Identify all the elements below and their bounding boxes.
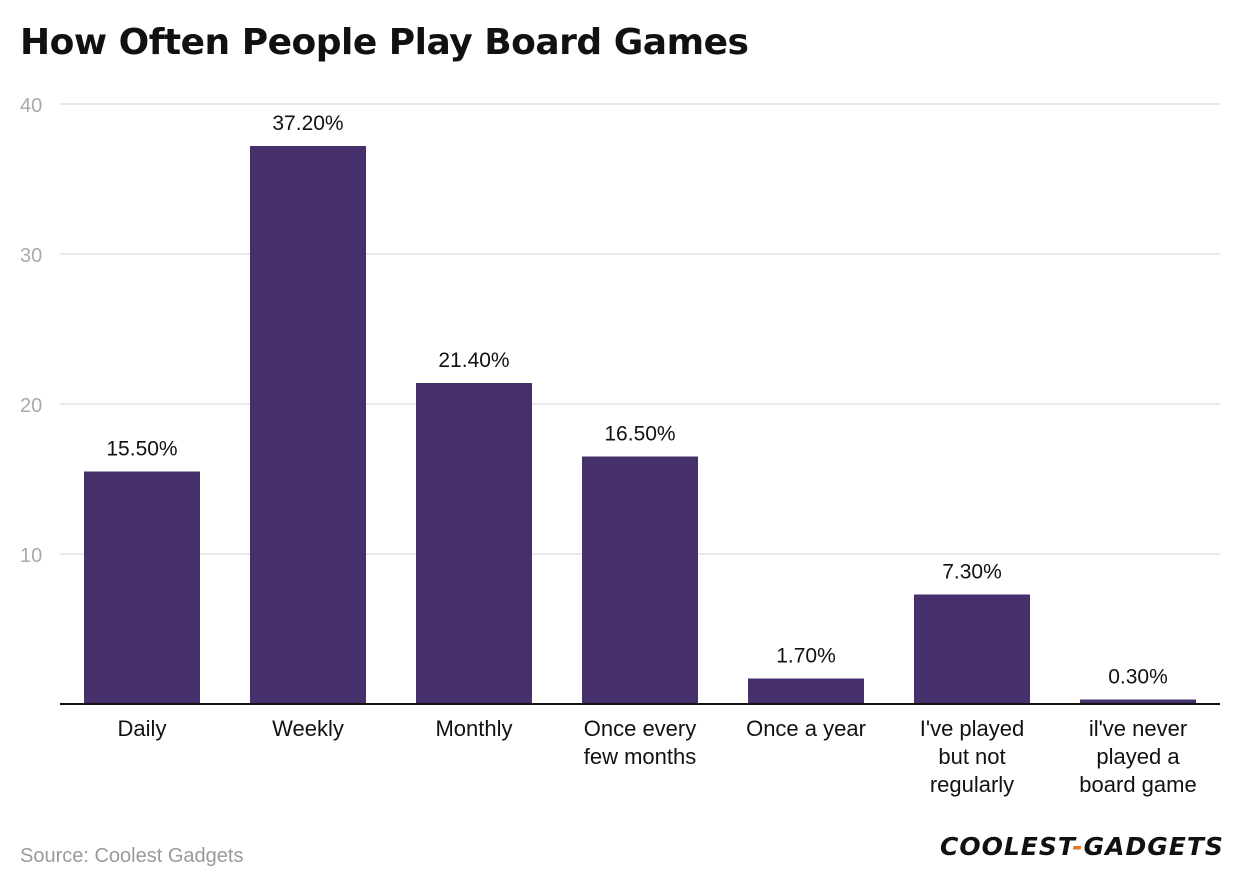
bar (914, 594, 1030, 704)
bars (60, 146, 1220, 705)
x-tick-label-line: few months (584, 744, 697, 769)
x-tick-label: I've played but not regularly (920, 716, 1025, 797)
x-tick-label-line: but not (938, 744, 1005, 769)
x-tick-label-line: Once a year (746, 716, 866, 741)
bar (1080, 699, 1196, 704)
y-tick-label: 40 (20, 95, 42, 117)
x-tick-label-line: il've never (1089, 716, 1187, 741)
bar (84, 471, 200, 704)
x-tick-label: Once every few months (584, 716, 697, 769)
y-tick-label: 20 (20, 395, 42, 417)
x-tick-label-line: Weekly (272, 716, 344, 741)
data-label: 0.30% (1108, 666, 1168, 689)
x-tick-label-line: played a (1096, 744, 1180, 769)
x-tick-label-line: Daily (118, 716, 167, 741)
x-tick-label-line: Once every (584, 716, 697, 741)
source-note: Source: Coolest Gadgets (20, 845, 244, 867)
brand-logo-part2: GADGETS (1083, 832, 1224, 861)
chart-title: How Often People Play Board Games (20, 22, 749, 63)
bar-chart: 10 20 30 40 15.50% Daily 37.20% Weekly 21.40% Mon… (20, 95, 1220, 797)
data-label: 16.50% (604, 423, 675, 446)
bar (416, 383, 532, 704)
data-label: 7.30% (942, 561, 1002, 584)
bar (582, 456, 698, 704)
x-tick-label: Once a year (746, 716, 866, 741)
brand-logo-dash: - (1072, 832, 1084, 861)
bar (250, 146, 366, 704)
x-tick-label-line: board game (1079, 772, 1196, 797)
y-tick-label: 30 (20, 245, 42, 267)
x-tick-label: il've never played a board game (1079, 716, 1196, 797)
data-label: 37.20% (272, 112, 343, 135)
y-tick-label: 10 (20, 545, 42, 567)
x-tick-label: Weekly (272, 716, 344, 741)
labels: 10 20 30 40 15.50% Daily 37.20% Weekly 21.40% Mon… (20, 95, 1197, 797)
x-tick-label-line: Monthly (435, 716, 512, 741)
brand-logo: COOLEST-GADGETS (940, 832, 1224, 861)
bar (748, 678, 864, 704)
data-label: 21.40% (438, 349, 509, 372)
brand-logo-part1: COOLEST (940, 832, 1073, 861)
x-tick-label-line: regularly (930, 772, 1014, 797)
data-label: 15.50% (106, 438, 177, 461)
x-tick-label-line: I've played (920, 716, 1025, 741)
x-tick-label: Monthly (435, 716, 512, 741)
data-label: 1.70% (776, 645, 836, 668)
x-tick-label: Daily (118, 716, 167, 741)
